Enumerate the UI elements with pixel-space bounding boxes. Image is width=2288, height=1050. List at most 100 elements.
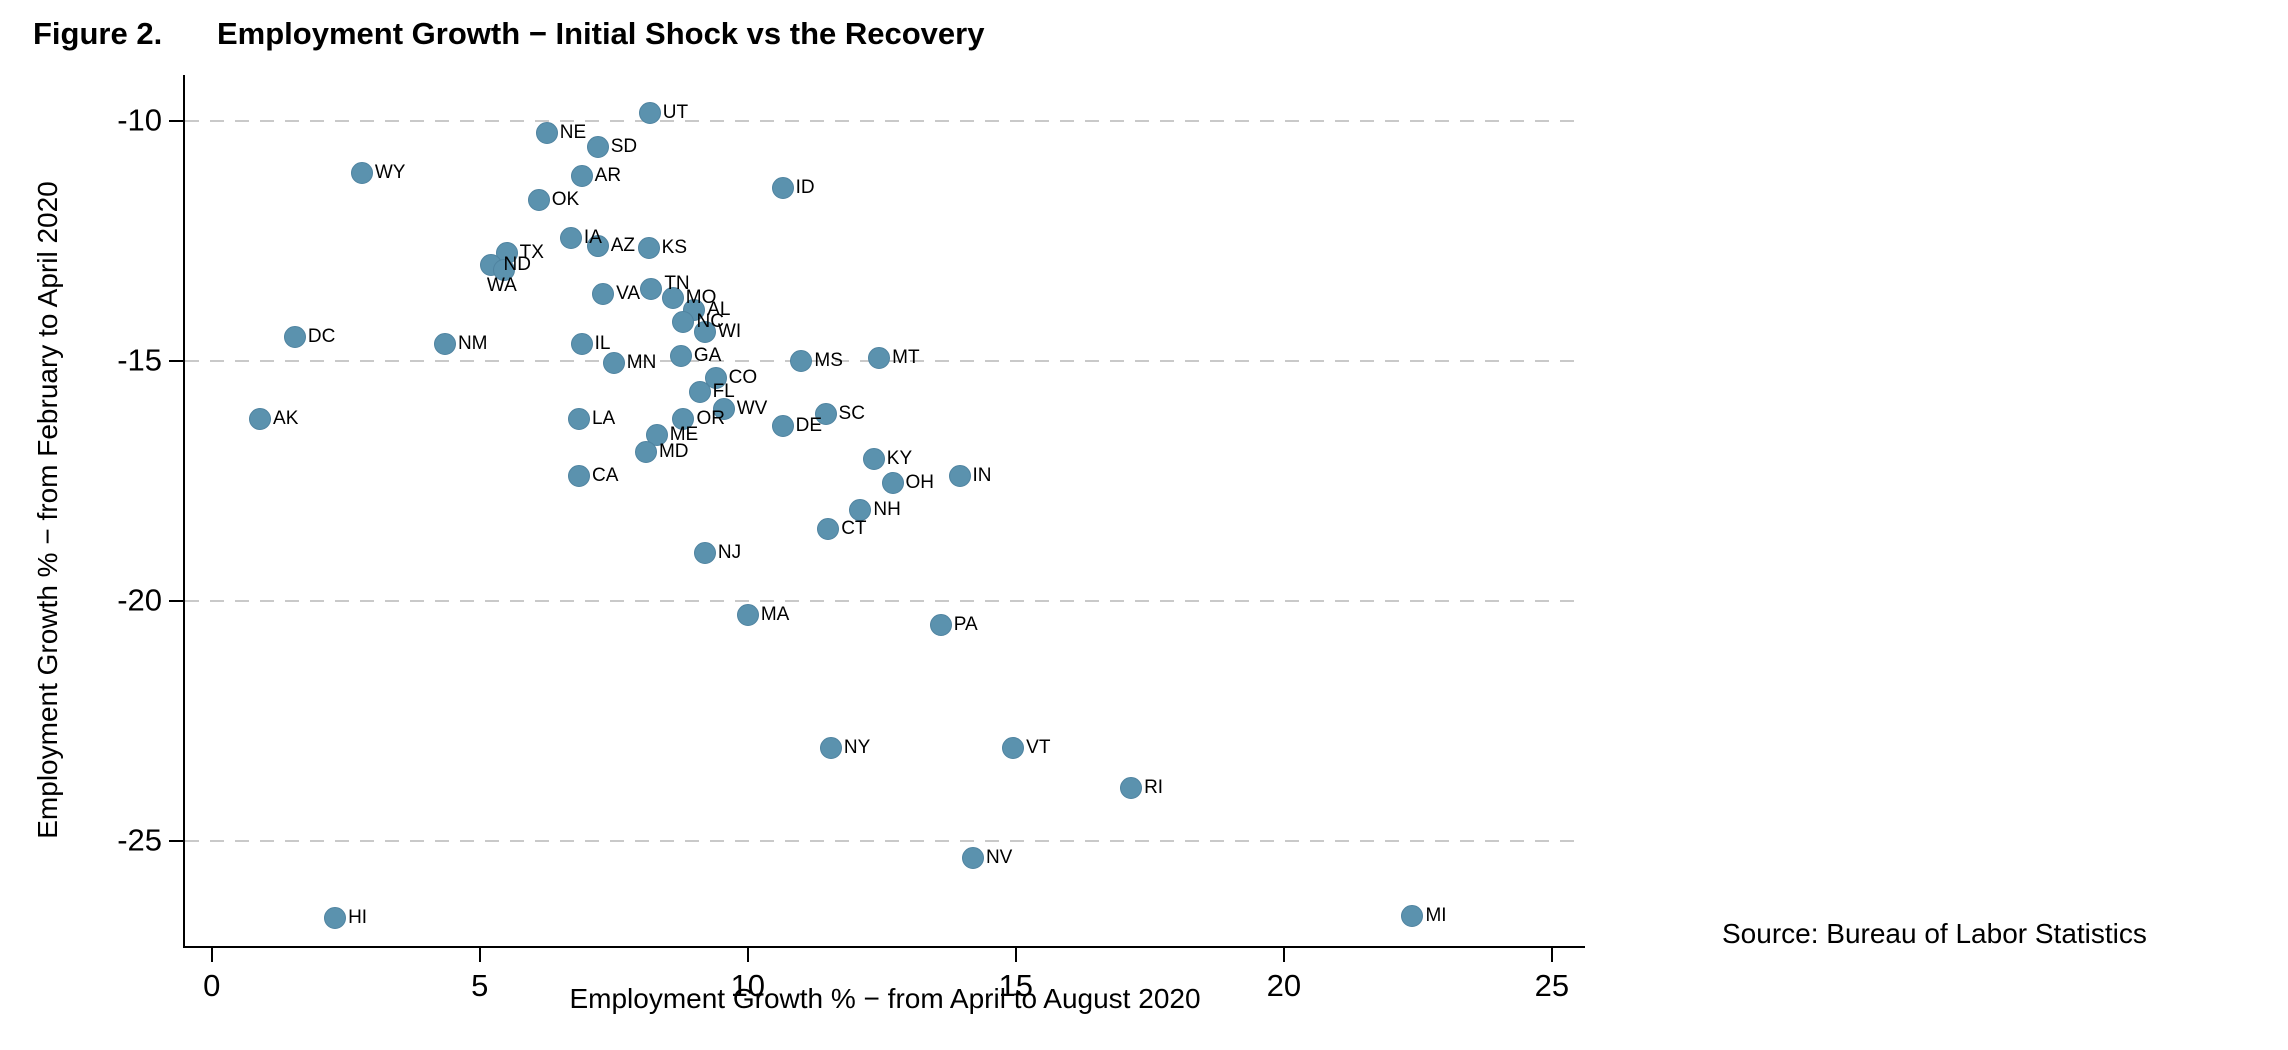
x-tick-label-0: 0 (203, 968, 221, 1003)
data-point-WV (712, 397, 735, 420)
figure-number: Figure 2. (33, 16, 163, 51)
data-point-label-ID: ID (795, 176, 815, 198)
x-axis-title: Employment Growth % − from April to Augu… (569, 983, 1201, 1014)
data-point-label-MN: MN (626, 352, 657, 374)
data-point-label-NJ: NJ (717, 542, 742, 564)
data-point-label-WI: WI (717, 321, 742, 343)
data-point-label-ME: ME (669, 424, 699, 446)
data-point-label-AR: AR (594, 164, 622, 186)
data-point-label-NC: NC (696, 311, 724, 333)
data-point-label-DE: DE (795, 414, 823, 436)
data-point-MT (868, 347, 891, 370)
y-axis-line (183, 75, 185, 948)
data-point-NE (535, 121, 558, 144)
data-point-label-MS: MS (814, 349, 843, 371)
data-point-label-DC: DC (307, 325, 336, 347)
data-point-label-KS: KS (661, 236, 687, 258)
data-point-label-SD: SD (610, 136, 638, 158)
data-point-label-OH: OH (905, 472, 935, 494)
data-point-ME (645, 424, 668, 447)
data-point-OK (527, 188, 550, 211)
data-point-HI (324, 907, 347, 930)
data-point-CO (704, 366, 727, 389)
x-tick-label-5: 5 (471, 968, 489, 1003)
data-point-label-NM: NM (457, 333, 488, 355)
data-point-CT (817, 518, 840, 541)
data-point-label-MO: MO (685, 287, 717, 309)
gridline-y--25 (185, 840, 1584, 843)
data-point-label-NV: NV (985, 847, 1013, 869)
y-tick-label--15: -15 (117, 342, 162, 378)
y-tick--20 (169, 600, 183, 603)
data-point-label-AK: AK (273, 407, 299, 429)
data-point-label-MD: MD (658, 441, 689, 463)
data-point-IA (559, 227, 582, 250)
data-point-UT (638, 102, 661, 125)
data-point-label-NE: NE (559, 121, 587, 143)
data-point-label-UT: UT (662, 102, 689, 124)
data-point-NM (433, 333, 456, 356)
data-point-label-WY: WY (374, 162, 406, 184)
data-point-NC (672, 311, 695, 334)
x-tick-15 (1014, 948, 1017, 962)
data-point-label-OK: OK (551, 188, 580, 210)
data-point-TN (640, 277, 663, 300)
data-point-CA (567, 465, 590, 488)
x-tick-label-25: 25 (1534, 968, 1570, 1003)
data-point-FL (688, 381, 711, 404)
data-point-VA (592, 282, 615, 305)
x-tick-10 (746, 948, 749, 962)
data-point-MO (661, 287, 684, 310)
data-point-MN (602, 352, 625, 375)
data-point-IN (948, 465, 971, 488)
figure-title: Employment Growth − Initial Shock vs the… (217, 16, 985, 51)
data-point-label-LA: LA (591, 407, 616, 429)
data-point-label-WA: WA (486, 274, 517, 296)
data-point-label-HI: HI (348, 907, 368, 929)
data-point-label-WV: WV (736, 397, 768, 419)
data-point-NJ (693, 542, 716, 565)
data-point-WY (350, 162, 373, 185)
x-tick-label-15: 15 (998, 968, 1034, 1003)
data-point-DC (283, 325, 306, 348)
data-point-KY (862, 448, 885, 471)
source-note: Source: Bureau of Labor Statistics (1722, 918, 2147, 949)
y-tick--10 (169, 119, 183, 122)
data-point-label-CA: CA (591, 465, 619, 487)
x-tick-25 (1550, 948, 1553, 962)
data-point-WA (492, 258, 515, 281)
data-point-SD (586, 136, 609, 159)
data-point-label-VT: VT (1026, 736, 1051, 758)
data-point-ID (771, 176, 794, 199)
data-point-GA (669, 345, 692, 368)
data-point-label-VA: VA (616, 282, 641, 304)
data-point-label-PA: PA (953, 614, 978, 636)
data-point-AZ (586, 234, 609, 257)
data-point-LA (567, 407, 590, 430)
data-point-label-NY: NY (843, 736, 871, 758)
data-point-MS (790, 349, 813, 372)
y-tick-label--20: -20 (117, 582, 162, 618)
y-tick--25 (169, 840, 183, 843)
data-point-MD (634, 441, 657, 464)
data-point-label-CO: CO (728, 366, 758, 388)
data-point-DE (771, 414, 794, 437)
data-point-WI (693, 321, 716, 344)
data-point-label-AZ: AZ (610, 234, 635, 256)
gridline-y--10 (185, 119, 1584, 122)
data-point-label-TN: TN (664, 272, 690, 294)
data-point-OR (672, 407, 695, 430)
data-point-AR (570, 164, 593, 187)
data-point-MA (736, 604, 759, 627)
data-point-NY (819, 736, 842, 759)
data-point-SC (814, 402, 837, 425)
y-tick-label--10: -10 (117, 101, 162, 137)
data-point-label-CT: CT (841, 518, 867, 540)
x-tick-label-10: 10 (730, 968, 766, 1003)
data-point-VT (1002, 736, 1025, 759)
data-point-label-KY: KY (886, 448, 913, 470)
data-point-label-IL: IL (594, 333, 611, 355)
data-point-IL (570, 333, 593, 356)
data-point-label-NH: NH (873, 498, 901, 520)
